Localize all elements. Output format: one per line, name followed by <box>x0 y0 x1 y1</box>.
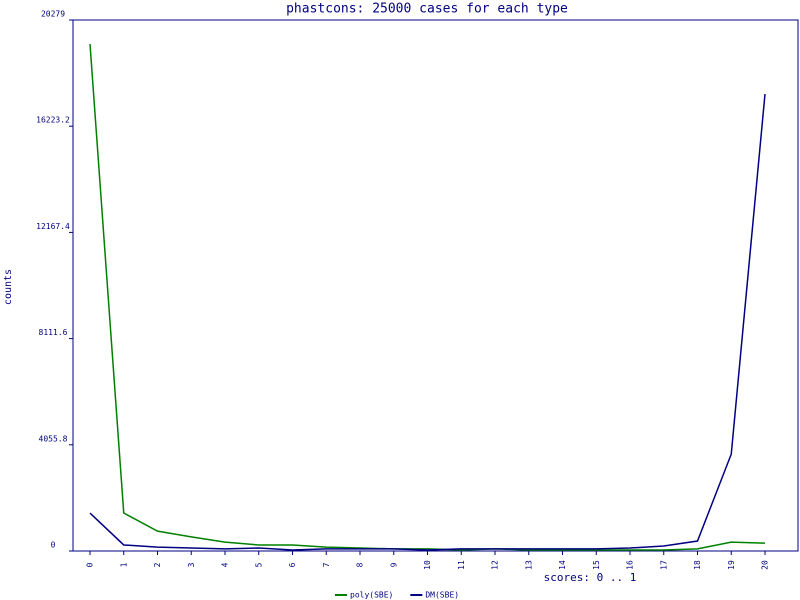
x-axis-label: scores: 0 .. 1 <box>544 571 637 584</box>
y-tick-label: 20279 <box>41 10 65 19</box>
y-tick-label: 8111.6 <box>39 328 68 337</box>
chart-title: phastcons: 25000 cases for each type <box>286 2 568 17</box>
x-tick-label: 10 <box>423 560 432 570</box>
x-tick-label: 16 <box>626 560 635 570</box>
legend-label: DM(SBE) <box>425 591 459 600</box>
x-tick-label: 7 <box>322 562 331 567</box>
legend-label: poly(SBE) <box>350 591 393 600</box>
x-tick-label: 17 <box>659 560 668 570</box>
y-tick-label: 16223.2 <box>36 116 70 125</box>
series-line <box>89 44 766 551</box>
x-tick-label: 20 <box>761 560 770 570</box>
x-tick-label: 15 <box>592 560 601 570</box>
x-tick-label: 8 <box>356 562 365 567</box>
x-tick-label: 5 <box>254 562 263 567</box>
plot-frame <box>72 19 799 552</box>
x-tick-label: 1 <box>119 562 128 567</box>
series-line <box>89 94 766 551</box>
x-tick-label: 3 <box>187 562 196 567</box>
y-axis-label: counts <box>3 269 14 305</box>
x-tick-label: 6 <box>288 562 297 567</box>
x-tick-label: 4 <box>221 562 230 567</box>
x-tick-label: 2 <box>153 562 162 567</box>
x-tick-label: 18 <box>693 560 702 570</box>
x-tick-label: 9 <box>389 562 398 567</box>
x-tick-label: 14 <box>558 560 567 570</box>
x-tick-label: 13 <box>524 560 533 570</box>
x-tick-label: 12 <box>491 560 500 570</box>
x-tick-label: 0 <box>86 562 95 567</box>
y-tick-label: 12167.4 <box>36 222 70 231</box>
y-tick-label: 0 <box>51 541 56 550</box>
y-tick-label: 4055.8 <box>39 434 68 443</box>
x-tick-label: 19 <box>727 560 736 570</box>
x-tick-label: 11 <box>457 560 466 570</box>
